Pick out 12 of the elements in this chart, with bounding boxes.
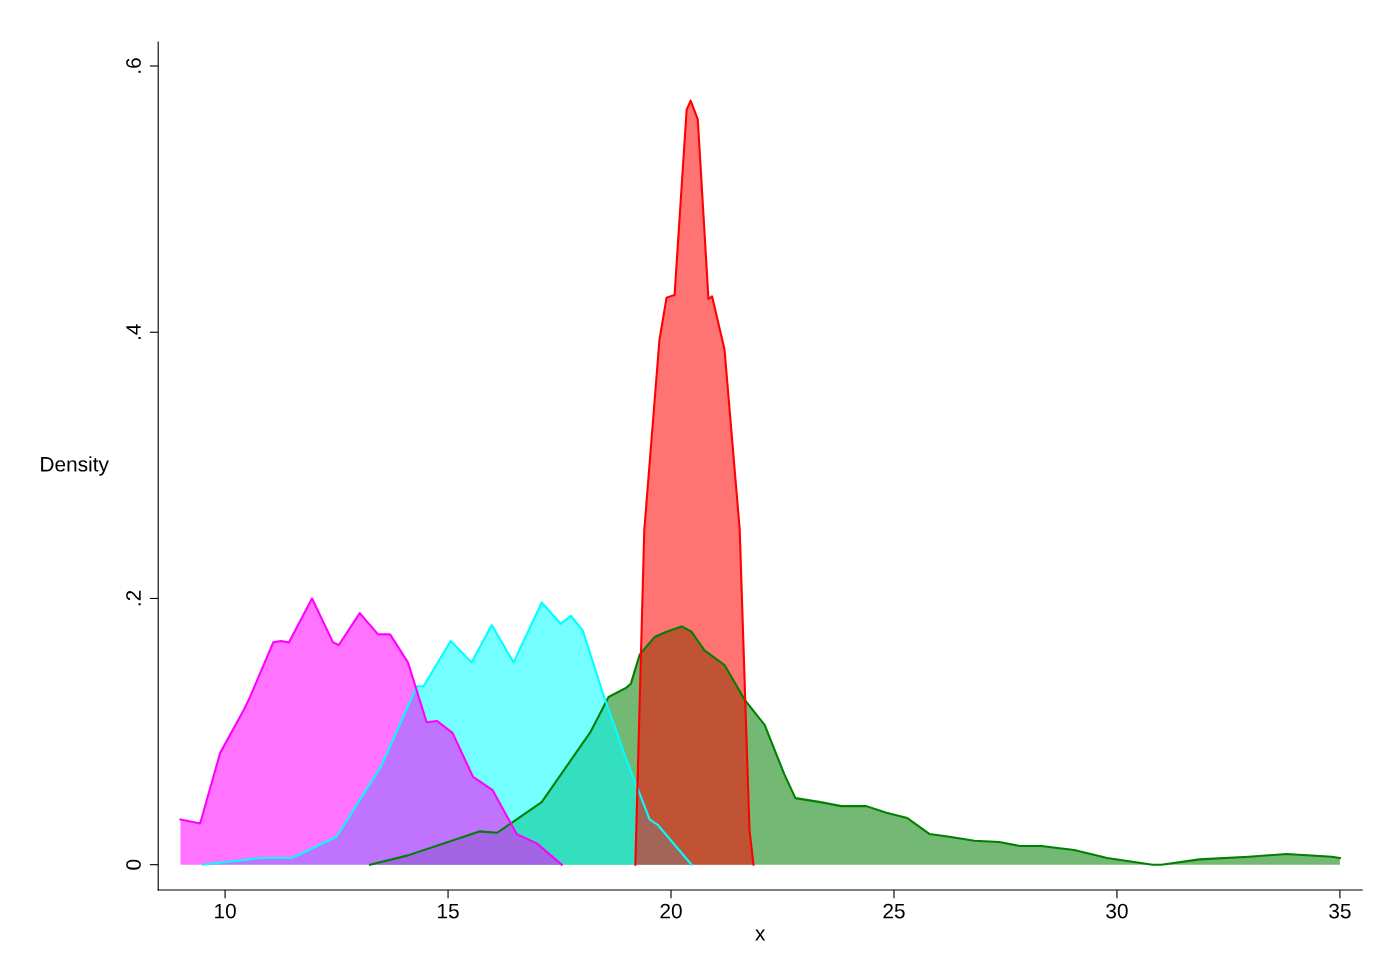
x-tick-label: 30 [1106,903,1128,919]
y-tick-label: 0 [126,859,141,870]
y-tick-label: .2 [126,590,141,606]
x-tick-label: 20 [660,903,682,919]
x-tick-label: 25 [883,903,905,919]
y-tick-label: .6 [126,58,141,73]
x-tick-label: 35 [1329,903,1351,919]
x-tick-label: 10 [215,903,236,919]
y-axis-title: Density [41,456,109,476]
x-tick-label: 15 [438,903,459,919]
y-tick-label: .4 [126,324,141,340]
x-axis-title: x [755,929,766,941]
